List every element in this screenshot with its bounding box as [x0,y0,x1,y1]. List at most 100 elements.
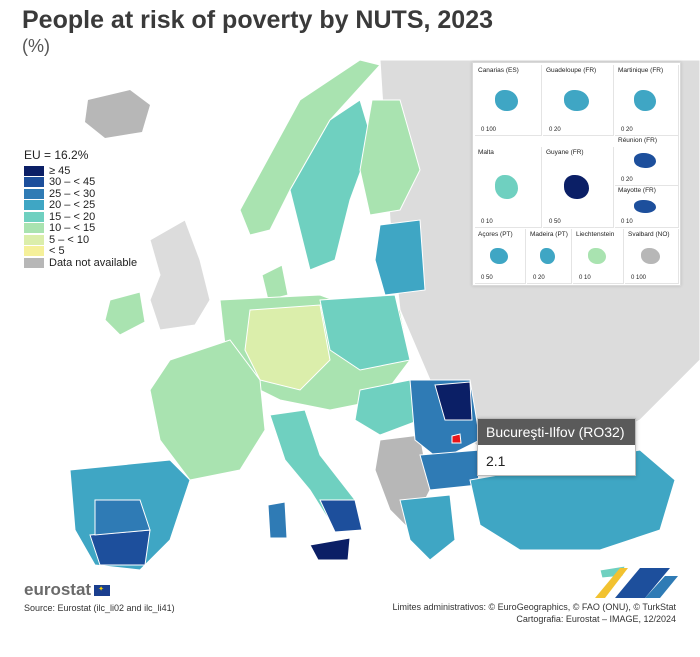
legend-swatch [24,211,44,222]
legend-eu-value: EU = 16.2% [24,148,89,162]
logo-text: eurostat [24,580,92,599]
inset-label: Guadeloupe (FR) [546,67,597,74]
romania-north-east-region[interactable] [434,381,473,421]
legend-label: 30 – < 45 [49,176,96,189]
inset-label: Canarias (ES) [478,67,519,74]
legend-label: ≥ 45 [49,164,71,177]
inset-map[interactable]: Canarias (ES) 0 100 [475,65,542,136]
inset-map[interactable]: Liechtenstein 0 10 [573,229,624,284]
iceland [85,90,150,138]
inset-region-shape[interactable] [564,90,589,111]
inset-region-shape[interactable] [540,248,555,264]
inset-region-shape[interactable] [634,153,656,168]
tooltip-value: 2.1 [486,453,506,469]
tooltip-region-name: Bucureşti-Ilfov (RO32) [478,419,635,445]
inset-map[interactable]: Mayotte (FR) 0 10 [615,185,679,228]
poland-region[interactable] [319,294,411,371]
inset-scale-bar: 0 20 [621,177,633,183]
hungary-region[interactable] [354,379,421,436]
legend-item: 5 – < 10 [24,234,137,246]
page-title: People at risk of poverty by NUTS, 2023 [22,6,493,34]
sicily-region[interactable] [309,537,351,561]
legend-swatch [24,177,44,188]
inset-label: Malta [478,149,494,156]
inset-region-shape[interactable] [495,90,518,111]
inset-map[interactable]: Svalbard (NO) 0 100 [625,229,679,284]
inset-label: Guyane (FR) [546,149,584,156]
credits-note: Limites administrativos: © EuroGeographi… [393,601,676,625]
inset-map[interactable]: Malta 0 10 [475,147,542,228]
source-note: Source: Eurostat (ilc_li02 and ilc_li41) [24,603,175,613]
sweden-region[interactable] [289,99,373,271]
inset-region-shape[interactable] [634,90,656,111]
inset-scale-bar: 0 50 [481,275,493,281]
inset-label: Martinique (FR) [618,67,664,74]
finland-region[interactable] [359,99,421,216]
eu-flag-icon [94,584,111,596]
inset-label: Açores (PT) [478,231,513,238]
denmark-region[interactable] [261,264,289,301]
eurostat-logo[interactable]: eurostat [24,580,111,600]
germany-region[interactable] [244,304,331,391]
inset-label: Madeira (PT) [530,231,568,238]
legend-item: 10 – < 15 [24,222,137,235]
inset-map[interactable]: Madeira (PT) 0 20 [527,229,572,284]
legend-item: Data not available [24,257,137,269]
greece-region[interactable] [399,494,456,561]
legend-label: 5 – < 10 [49,233,90,246]
extremadura-region[interactable] [94,499,151,536]
inset-map[interactable]: Guadeloupe (FR) 0 20 [543,65,614,136]
uk [149,219,211,331]
inset-region-shape[interactable] [490,248,508,264]
inset-scale-bar: 0 20 [549,127,561,133]
legend-item: 15 – < 20 [24,211,137,223]
legend-label: < 5 [49,245,65,258]
southern-italy-region[interactable] [319,499,363,533]
inset-map[interactable]: Guyane (FR) 0 50 [543,147,614,228]
inset-scale-bar: 0 20 [533,275,545,281]
france-region[interactable] [149,339,266,481]
legend-item: 25 – < 30 [24,188,137,200]
sardinia-region[interactable] [267,501,288,539]
andalucia-region[interactable] [89,529,151,566]
legend-swatch [24,165,44,176]
map-legend: EU = 16.2% ≥ 45 30 – < 45 25 – < 30 20 – < … [24,148,137,269]
legend-item: < 5 [24,245,137,258]
region-tooltip: Bucureşti-Ilfov (RO32) 2.1 [477,418,636,476]
legend-swatch [24,246,44,257]
legend-swatch [24,257,44,268]
inset-label: Svalbard (NO) [628,231,670,238]
inset-label: Liechtenstein [576,231,615,238]
inset-region-shape[interactable] [495,175,518,199]
credits-line-1: Limites administrativos: © EuroGeographi… [392,602,676,612]
inset-region-shape[interactable] [564,175,589,199]
inset-scale-bar: 0 10 [621,219,633,225]
legend-swatch [24,188,44,199]
legend-item: 30 – < 45 [24,176,137,189]
legend-label: 10 – < 15 [49,222,96,235]
inset-scale-bar: 0 100 [481,127,497,133]
legend-swatch [24,234,44,245]
corner-decoration-icon [595,568,678,598]
inset-map[interactable]: Réunion (FR) 0 20 [615,135,679,186]
legend-swatch [24,223,44,234]
legend-label: 20 – < 25 [49,199,96,212]
page-subtitle: (%) [22,36,50,56]
inset-region-shape[interactable] [641,248,660,264]
credits-line-2: Cartografia: Eurostat – IMAGE, 12/2024 [516,614,676,624]
inset-region-shape[interactable] [588,248,606,264]
legend-label: 15 – < 20 [49,210,96,223]
inset-panel: Canarias (ES) 0 100 Guadeloupe (FR) 0 20 Mar… [472,62,681,286]
baltics-region[interactable] [374,219,426,296]
legend-item: ≥ 45 [24,165,137,177]
bucuresti-ilfov-region[interactable] [451,433,462,444]
legend-swatch [24,200,44,211]
legend-label: Data not available [49,256,138,269]
inset-region-shape[interactable] [634,200,656,213]
inset-map[interactable]: Martinique (FR) 0 20 [615,65,679,136]
inset-scale-bar: 0 50 [549,219,561,225]
inset-map[interactable]: Açores (PT) 0 50 [475,229,526,284]
inset-scale-bar: 0 10 [481,219,493,225]
ireland-region[interactable] [104,291,146,336]
legend-label: 25 – < 30 [49,187,96,200]
